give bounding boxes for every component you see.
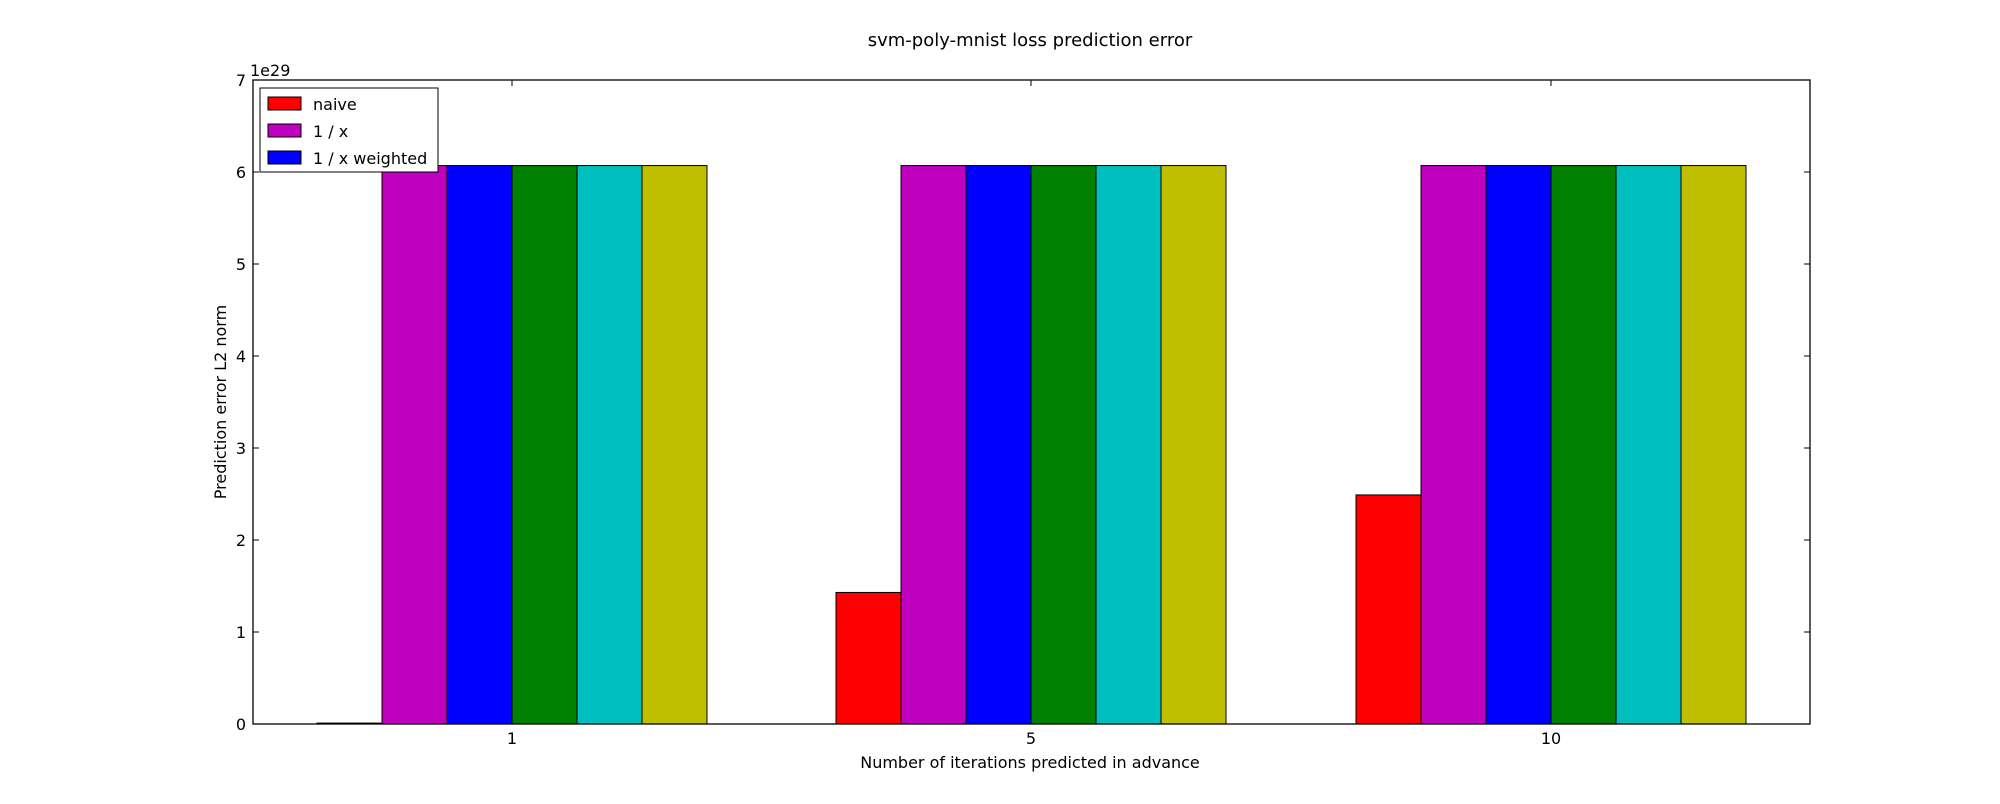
bar-series-3-cat-10 bbox=[1485, 165, 1552, 725]
chart-title: svm-poly-mnist loss prediction error bbox=[868, 30, 1193, 51]
bar-series-4-cat-1 bbox=[511, 165, 578, 725]
bar-series-1-cat-5 bbox=[835, 591, 902, 725]
y-tick-label: 4 bbox=[236, 347, 246, 366]
x-tick-label: 5 bbox=[1026, 729, 1036, 748]
x-axis-label: Number of iterations predicted in advanc… bbox=[860, 753, 1200, 772]
x-tick-label: 10 bbox=[1541, 729, 1561, 748]
x-tick-label: 1 bbox=[507, 729, 517, 748]
legend-swatch bbox=[267, 96, 302, 111]
legend-swatch bbox=[267, 150, 302, 165]
bar-series-1-cat-10 bbox=[1355, 494, 1422, 725]
bar-series-5-cat-1 bbox=[576, 165, 643, 725]
bar-series-2-cat-1 bbox=[381, 165, 448, 725]
legend-label: naive bbox=[313, 95, 357, 114]
y-tick-label: 0 bbox=[236, 715, 246, 734]
legend-items: naive 1 / x 1 / x weighted bbox=[267, 95, 427, 168]
y-tick-label: 3 bbox=[236, 439, 246, 458]
bar-series-6-cat-5 bbox=[1160, 165, 1227, 725]
bar-series-3-cat-1 bbox=[446, 165, 513, 725]
y-tick-label: 6 bbox=[236, 163, 246, 182]
legend: naive 1 / x 1 / x weighted bbox=[259, 87, 439, 173]
legend-label: 1 / x bbox=[313, 122, 348, 141]
bar-series-4-cat-5 bbox=[1030, 165, 1097, 725]
y-tick-label: 7 bbox=[236, 71, 246, 90]
bars-layer bbox=[316, 165, 1747, 725]
y-tick-label: 5 bbox=[236, 255, 246, 274]
bar-series-2-cat-5 bbox=[900, 165, 967, 725]
y-tick-label: 2 bbox=[236, 531, 246, 550]
y-tick-label: 1 bbox=[236, 623, 246, 642]
bar-series-3-cat-5 bbox=[965, 165, 1032, 725]
bar-series-6-cat-1 bbox=[641, 165, 708, 725]
bar-series-6-cat-10 bbox=[1680, 165, 1747, 725]
legend-label: 1 / x weighted bbox=[313, 149, 427, 168]
bar-series-5-cat-5 bbox=[1095, 165, 1162, 725]
y-axis-multiplier-label: 1e29 bbox=[250, 61, 290, 80]
legend-swatch bbox=[267, 123, 302, 138]
y-axis-label: Prediction error L2 norm bbox=[211, 305, 230, 499]
ticks-layer: 1 5 10 0 1 2 3 4 5 6 7 bbox=[236, 71, 1810, 748]
bar-series-5-cat-10 bbox=[1615, 165, 1682, 725]
bar-series-2-cat-10 bbox=[1420, 165, 1487, 725]
bar-series-4-cat-10 bbox=[1550, 165, 1617, 725]
